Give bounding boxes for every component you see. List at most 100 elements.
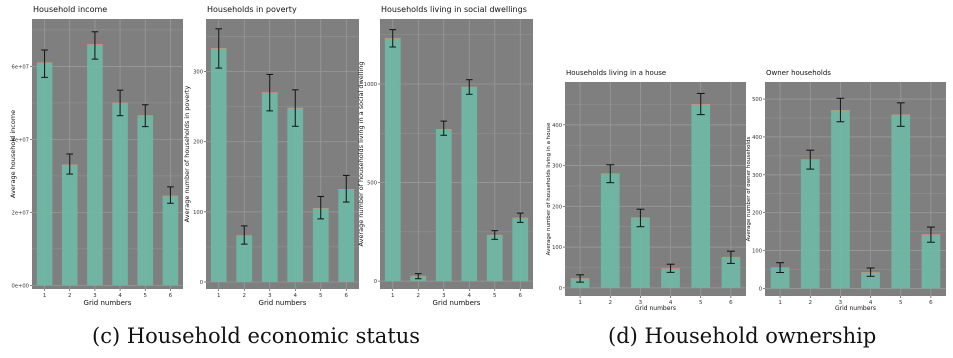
bar — [112, 102, 128, 286]
bar — [261, 92, 278, 282]
y-axis-label: Average number of owner households — [746, 137, 752, 242]
bar — [87, 44, 103, 286]
bar — [384, 38, 401, 282]
x-tick-label: 4 — [669, 300, 673, 306]
bar — [921, 234, 941, 289]
bar — [461, 86, 478, 282]
x-tick-label: 1 — [778, 300, 782, 306]
x-tick-label: 6 — [345, 293, 349, 299]
y-tick-label: 2e+07 — [12, 210, 29, 216]
bar — [36, 62, 53, 286]
bar — [800, 159, 820, 289]
bar — [661, 268, 680, 288]
x-axis-label: Grid numbers — [433, 299, 481, 307]
y-tick-label: 500 — [752, 97, 762, 103]
y-tick-label: 0 — [200, 280, 203, 286]
chart-title: Owner households — [766, 69, 831, 77]
plot-panel — [206, 19, 359, 289]
x-tick-label: 3 — [839, 300, 843, 306]
chart-title: Households living in a house — [566, 69, 666, 77]
bar — [486, 235, 503, 282]
y-tick-label: 0 — [559, 286, 562, 292]
x-tick-label: 6 — [519, 293, 523, 299]
y-tick-label: 200 — [752, 211, 762, 217]
plot-panel — [765, 82, 946, 296]
x-tick-label: 2 — [609, 300, 613, 306]
bar — [570, 278, 590, 288]
x-tick-label: 6 — [929, 300, 933, 306]
y-tick-label: 6e+07 — [12, 64, 29, 70]
x-tick-label: 5 — [319, 293, 323, 299]
y-axis-label: Average number of households in poverty — [183, 86, 191, 223]
plot-panel — [565, 82, 746, 296]
bar — [162, 195, 179, 286]
x-tick-label: 2 — [68, 293, 72, 299]
bar — [831, 110, 850, 289]
x-tick-label: 4 — [294, 293, 298, 299]
y-axis-label: Average number of households living in a… — [546, 122, 552, 255]
y-tick-label: 400 — [552, 123, 562, 129]
x-tick-label: 2 — [809, 300, 813, 306]
bar — [338, 189, 355, 282]
bar — [600, 173, 620, 288]
y-tick-label: 400 — [752, 135, 762, 141]
x-tick-label: 1 — [217, 293, 221, 299]
x-tick-label: 2 — [417, 293, 421, 299]
y-tick-label: 500 — [367, 181, 377, 187]
x-tick-label: 5 — [699, 300, 703, 306]
bar — [287, 108, 304, 282]
y-tick-label: 300 — [193, 70, 203, 76]
x-tick-label: 6 — [169, 293, 173, 299]
x-tick-label: 1 — [43, 293, 47, 299]
x-tick-label: 5 — [899, 300, 903, 306]
x-tick-label: 2 — [243, 293, 247, 299]
chart-title: Household income — [33, 5, 107, 14]
bar — [691, 104, 711, 288]
bar — [210, 48, 227, 282]
bar — [721, 257, 741, 288]
y-tick-label: 100 — [752, 249, 762, 255]
x-tick-label: 5 — [493, 293, 497, 299]
chart-title: Households living in social dwellings — [381, 5, 527, 14]
bar — [861, 272, 880, 289]
y-tick-label: 300 — [752, 173, 762, 179]
chart-2: 0 100 200 300 1 2 3 4 5 6 Grid numbers Average numb… — [183, 5, 359, 307]
bar — [61, 164, 78, 286]
y-axis-label: Average number of households living in a… — [357, 62, 365, 247]
bar — [236, 235, 253, 282]
y-tick-label: 200 — [193, 140, 203, 146]
bar — [137, 115, 154, 286]
chart-5: 0 100 200 300 400 500 1 2 3 4 5 6 Grid numbers Averag… — [746, 69, 946, 312]
y-tick-label: 4e+07 — [12, 137, 29, 143]
y-tick-label: 0e+00 — [12, 283, 29, 289]
y-tick-label: 0 — [374, 279, 377, 285]
bar — [631, 217, 650, 288]
plot-panel — [380, 19, 533, 289]
bar — [891, 114, 911, 289]
bar — [435, 129, 452, 282]
bar — [312, 208, 329, 282]
chart-1: 0e+00 2e+07 4e+07 6e+07 1 2 3 4 5 6 Grid numbers Av… — [9, 5, 183, 307]
x-axis-label: Grid numbers — [259, 299, 307, 307]
x-tick-label: 4 — [869, 300, 873, 306]
x-tick-label: 4 — [468, 293, 472, 299]
x-tick-label: 4 — [118, 293, 122, 299]
bar — [770, 267, 790, 289]
x-tick-label: 3 — [93, 293, 97, 299]
x-axis-label: Grid numbers — [84, 299, 132, 307]
y-axis-label: Average household income — [9, 110, 17, 198]
x-tick-label: 3 — [268, 293, 272, 299]
y-tick-label: 0 — [759, 286, 762, 292]
y-tick-label: 200 — [552, 204, 562, 210]
x-tick-label: 3 — [442, 293, 446, 299]
y-tick-label: 100 — [552, 245, 562, 251]
x-axis-label: Grid numbers — [635, 305, 676, 312]
chart-4: 0 100 200 300 400 1 2 3 4 5 6 Grid numbers Average n… — [546, 69, 746, 312]
bar — [512, 218, 529, 282]
chart-title: Households in poverty — [207, 5, 297, 14]
x-tick-label: 5 — [144, 293, 148, 299]
x-tick-label: 1 — [391, 293, 395, 299]
caption-household-economic-status: (c) Household economic status — [92, 324, 421, 348]
x-axis-label: Grid numbers — [835, 305, 876, 312]
